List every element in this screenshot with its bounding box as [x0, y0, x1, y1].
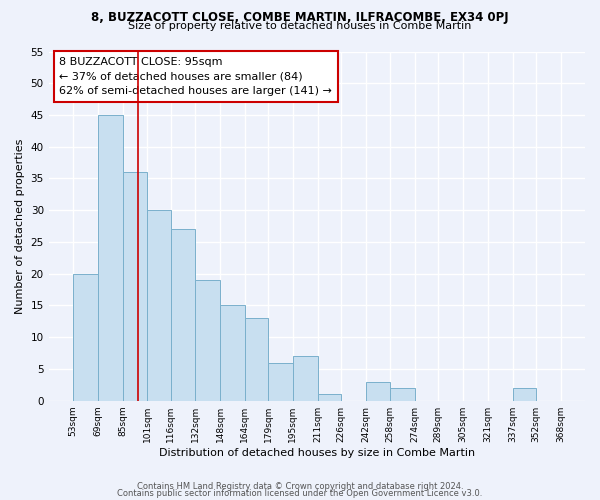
Text: Size of property relative to detached houses in Combe Martin: Size of property relative to detached ho…: [128, 21, 472, 31]
Bar: [170, 230, 196, 400]
Bar: [245, 318, 268, 400]
Bar: [365, 382, 391, 400]
Text: 8 BUZZACOTT CLOSE: 95sqm
← 37% of detached houses are smaller (84)
62% of semi-d: 8 BUZZACOTT CLOSE: 95sqm ← 37% of detach…: [59, 56, 332, 96]
Bar: [73, 274, 98, 400]
Bar: [317, 394, 341, 400]
Text: 8, BUZZACOTT CLOSE, COMBE MARTIN, ILFRACOMBE, EX34 0PJ: 8, BUZZACOTT CLOSE, COMBE MARTIN, ILFRAC…: [91, 11, 509, 24]
Text: Contains public sector information licensed under the Open Government Licence v3: Contains public sector information licen…: [118, 488, 482, 498]
Bar: [196, 280, 220, 400]
Bar: [220, 306, 245, 400]
Bar: [122, 172, 148, 400]
Bar: [98, 115, 122, 401]
Y-axis label: Number of detached properties: Number of detached properties: [15, 138, 25, 314]
X-axis label: Distribution of detached houses by size in Combe Martin: Distribution of detached houses by size …: [159, 448, 475, 458]
Bar: [293, 356, 317, 401]
Text: Contains HM Land Registry data © Crown copyright and database right 2024.: Contains HM Land Registry data © Crown c…: [137, 482, 463, 491]
Bar: [148, 210, 170, 400]
Bar: [391, 388, 415, 400]
Bar: [512, 388, 536, 400]
Bar: [268, 362, 293, 401]
